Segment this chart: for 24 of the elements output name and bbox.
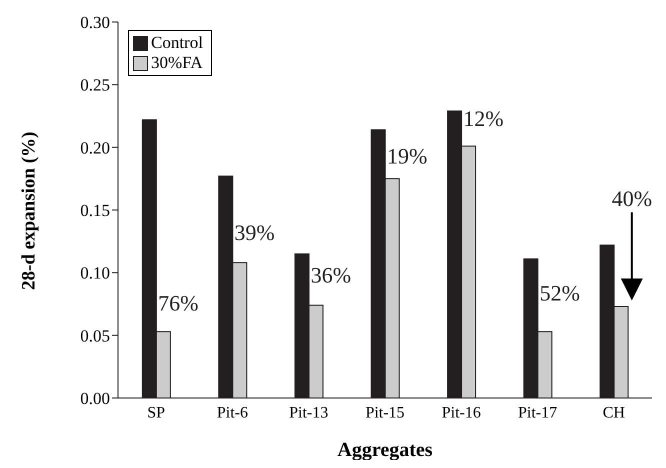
annotation: 39%: [234, 220, 275, 246]
x-tick-label: Pit-17: [518, 404, 558, 422]
y-tick-label: 0.30: [80, 13, 110, 32]
legend-label: 30%FA: [151, 53, 203, 73]
y-tick-label: 0.05: [80, 326, 110, 346]
annotation: 12%: [463, 106, 504, 132]
y-tick-label: 0.25: [80, 76, 110, 95]
y-tick-label: 0.00: [80, 389, 110, 408]
annotation: 76%: [158, 290, 198, 316]
y-tick-label: 0.10: [80, 264, 110, 283]
y-tick-label: 0.15: [80, 201, 110, 220]
y-tick-label: 0.20: [80, 138, 110, 158]
legend-label: Control: [151, 33, 203, 53]
x-tick-label: Pit-13: [289, 404, 328, 422]
annotation: 52%: [540, 280, 580, 306]
annotation: 40%: [612, 186, 652, 212]
x-tick-label: Pit-16: [442, 404, 481, 422]
annotation: 36%: [310, 262, 352, 288]
x-tick-label: Pit-15: [365, 404, 405, 422]
x-tick-label: CH: [602, 404, 626, 422]
x-tick-label: SP: [147, 404, 166, 422]
y-axis-title: 28-d expansion (%): [18, 132, 40, 290]
annotation: 19%: [387, 144, 428, 169]
x-tick-label: Pit-6: [216, 404, 248, 422]
